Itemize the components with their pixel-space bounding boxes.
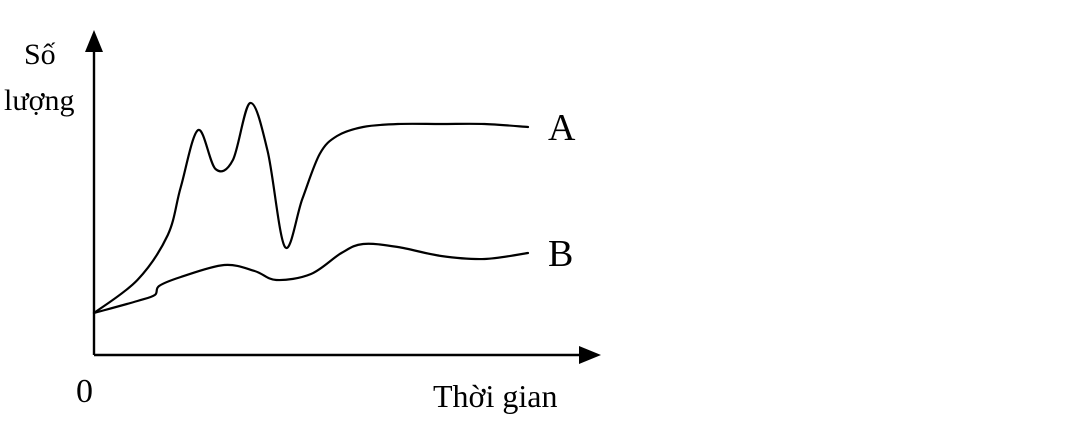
series-line-a xyxy=(92,101,530,315)
series-label-a: A xyxy=(548,107,576,149)
x-axis-label: Thời gian xyxy=(433,378,557,414)
x-axis-arrow xyxy=(579,346,601,364)
y-axis-label-line1: Số xyxy=(24,38,56,71)
series-label-b: B xyxy=(548,233,573,275)
origin-label: 0 xyxy=(76,373,93,410)
y-axis-label-line2: lượng xyxy=(4,84,74,117)
series-layer: AB xyxy=(92,101,576,315)
series-line-b xyxy=(92,242,530,315)
y-axis-arrow xyxy=(85,30,103,52)
